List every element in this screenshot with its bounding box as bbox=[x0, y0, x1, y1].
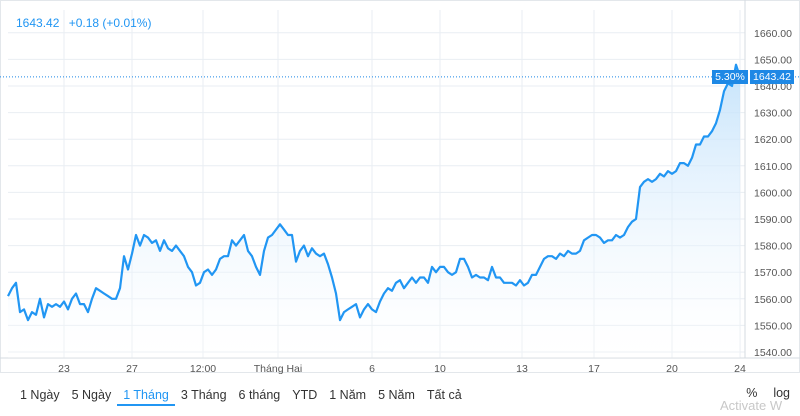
y-tick-label: 1620.00 bbox=[754, 134, 792, 146]
range-1y-button[interactable]: 1 Năm bbox=[329, 388, 367, 402]
y-tick-label: 1560.00 bbox=[754, 294, 792, 306]
y-tick-label: 1660.00 bbox=[754, 28, 792, 40]
last-price: 1643.42 bbox=[16, 16, 60, 30]
price-series-line bbox=[7, 63, 742, 322]
range-1d-button[interactable]: 1 Ngày bbox=[20, 388, 60, 402]
y-tick-label: 1570.00 bbox=[754, 267, 792, 279]
range-ytd-button[interactable]: YTD bbox=[292, 388, 318, 402]
x-tick-label: 27 bbox=[126, 363, 138, 375]
scale-controls: % log bbox=[746, 386, 790, 400]
range-3m-button[interactable]: 3 Tháng bbox=[180, 388, 227, 402]
x-tick-label: 10 bbox=[434, 363, 446, 375]
y-tick-label: 1610.00 bbox=[754, 161, 792, 173]
price-area-fill bbox=[8, 64, 740, 358]
x-tick-label: 13 bbox=[516, 363, 528, 375]
range-all-button[interactable]: Tất cả bbox=[426, 388, 462, 402]
x-tick-label: Tháng Hai bbox=[254, 363, 302, 375]
range-1m-button[interactable]: 1 Tháng bbox=[117, 384, 175, 406]
y-tick-label: 1590.00 bbox=[754, 214, 792, 226]
x-tick-label: 12:00 bbox=[190, 363, 216, 375]
range-selector: 1 Ngày 5 Ngày 1 Tháng 3 Tháng 6 tháng YTD 1 Nă… bbox=[0, 380, 468, 410]
y-tick-label: 1600.00 bbox=[754, 187, 792, 199]
range-5d-button[interactable]: 5 Ngày bbox=[71, 388, 112, 402]
y-tick-label: 1630.00 bbox=[754, 108, 792, 120]
price-change: +0.18 (+0.01%) bbox=[68, 16, 152, 30]
y-tick-label: 1540.00 bbox=[754, 347, 792, 359]
range-5y-button[interactable]: 5 Năm bbox=[378, 388, 415, 402]
y-tick-label: 1550.00 bbox=[754, 320, 792, 332]
activation-watermark: Activate W bbox=[720, 398, 783, 413]
y-tick-label: 1650.00 bbox=[754, 54, 792, 66]
x-tick-label: 23 bbox=[58, 363, 70, 375]
price-tag: 1643.42 bbox=[750, 69, 794, 84]
range-6m-button[interactable]: 6 tháng bbox=[238, 388, 281, 402]
y-tick-label: 1640.00 bbox=[754, 81, 792, 93]
percent-tag: 5.30% bbox=[712, 69, 748, 84]
x-tick-label: 6 bbox=[369, 363, 375, 375]
quote-readout: 1643.42 +0.18 (+0.01%) bbox=[16, 16, 157, 30]
log-scale-toggle[interactable]: log bbox=[773, 386, 790, 400]
x-tick-label: 17 bbox=[588, 363, 600, 375]
x-tick-label: 20 bbox=[666, 363, 678, 375]
percent-scale-toggle[interactable]: % bbox=[746, 386, 758, 400]
x-tick-label: 24 bbox=[734, 363, 746, 375]
y-tick-label: 1580.00 bbox=[754, 241, 792, 253]
